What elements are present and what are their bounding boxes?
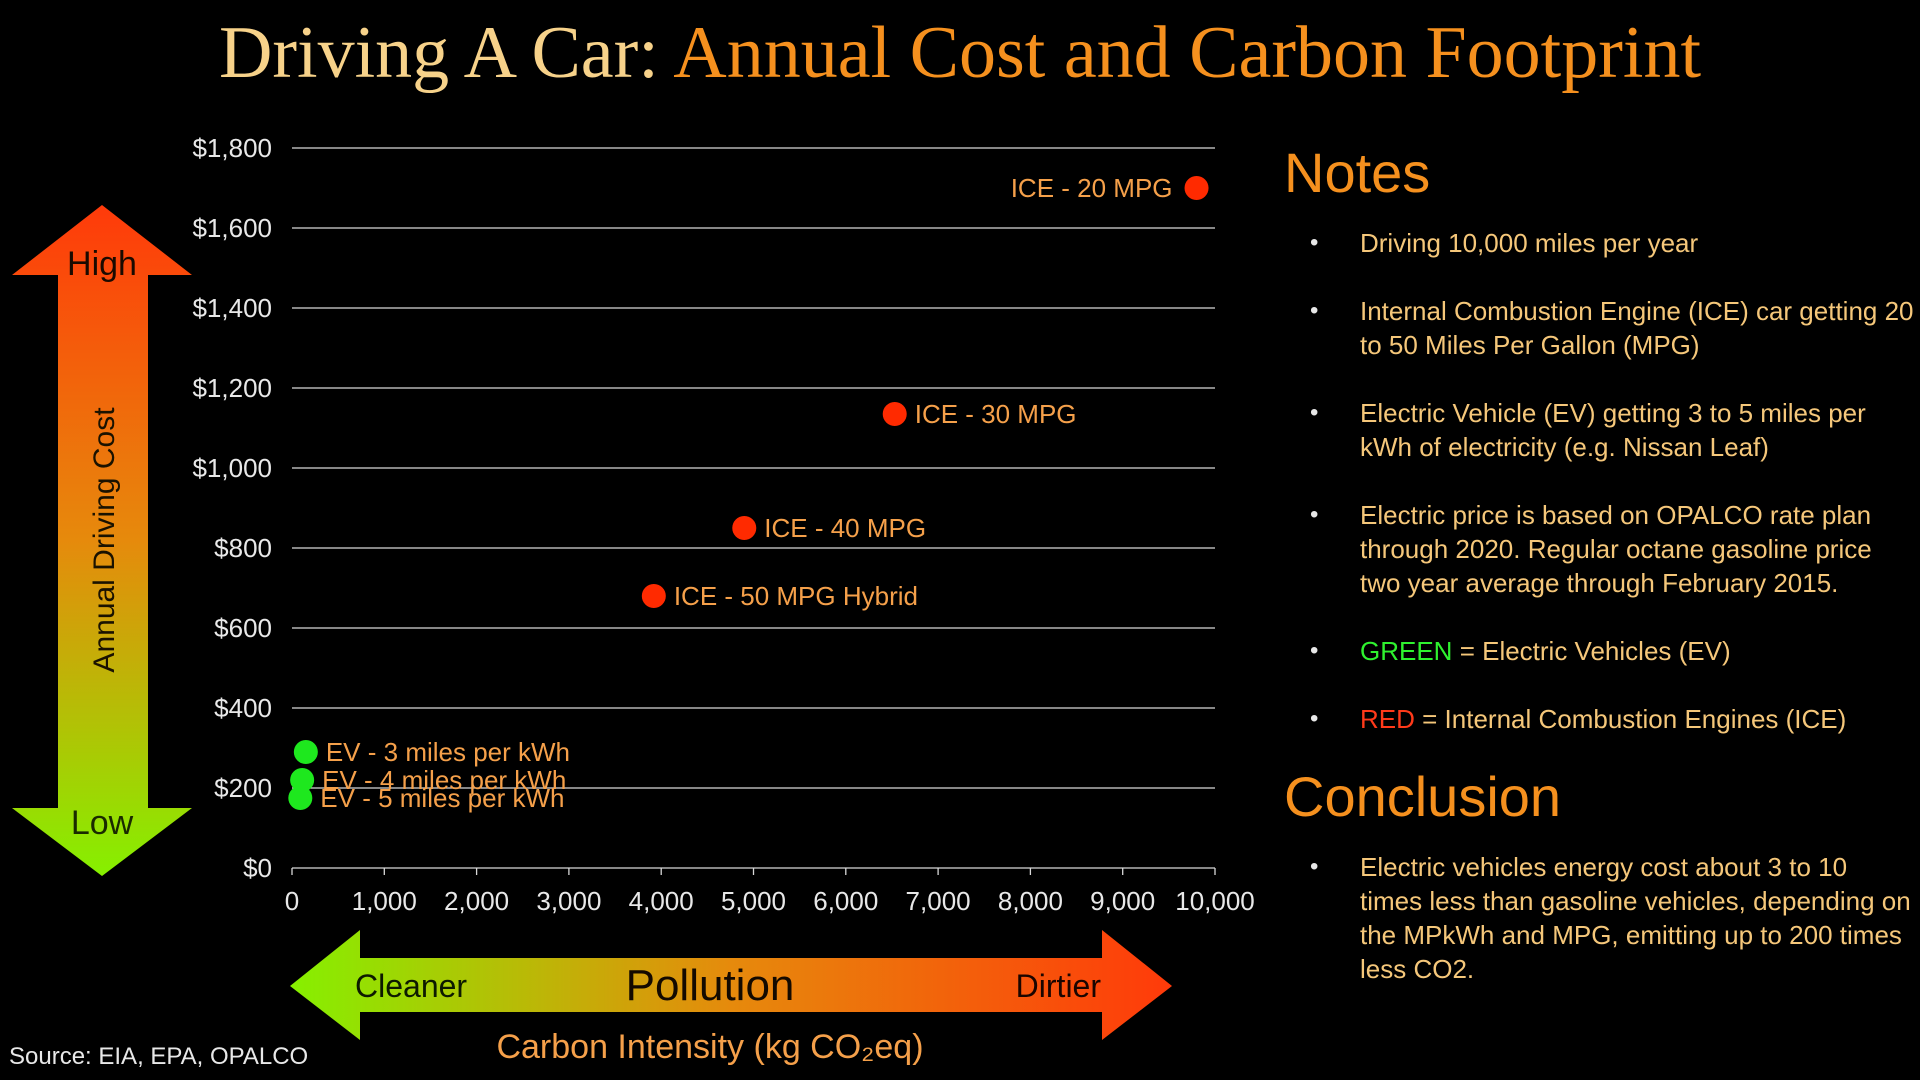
y-tick-label: $200 bbox=[214, 773, 272, 803]
title-part-2: Annual Cost and Carbon Footprint bbox=[673, 12, 1702, 94]
note-item: • Internal Combustion Engine (ICE) car g… bbox=[1284, 294, 1914, 362]
notes-list: • Driving 10,000 miles per year • Intern… bbox=[1284, 226, 1914, 736]
pollution-arrow: Cleaner Pollution Dirtier bbox=[290, 930, 1172, 1040]
conclusion-list: • Electric vehicles energy cost about 3 … bbox=[1284, 850, 1914, 986]
x-axis-label: Carbon Intensity (kg CO₂eq) bbox=[496, 1028, 923, 1066]
pollution-arrow-center: Pollution bbox=[626, 961, 795, 1010]
data-points: ICE - 20 MPG ICE - 30 MPG ICE - 40 MPG ICE … bbox=[288, 173, 1209, 813]
note-item: • Electric price is based on OPALCO rate… bbox=[1284, 498, 1914, 600]
conclusion-heading: Conclusion bbox=[1284, 765, 1562, 828]
data-point-ice bbox=[732, 516, 757, 540]
title-part-1: Driving A Car: bbox=[218, 12, 659, 94]
data-point-ev bbox=[293, 740, 318, 764]
bullet-icon: • bbox=[1310, 297, 1319, 324]
note-text: = Electric Vehicles (EV) bbox=[1452, 636, 1731, 666]
note-keyword-red: RED bbox=[1360, 704, 1415, 734]
x-tick-label: 9,000 bbox=[1090, 886, 1155, 916]
notes-heading: Notes bbox=[1284, 141, 1431, 204]
data-point-label: ICE - 30 MPG bbox=[915, 399, 1077, 429]
pollution-arrow-cleaner: Cleaner bbox=[355, 968, 467, 1004]
x-tick-label: 2,000 bbox=[444, 886, 509, 916]
data-point-label: ICE - 50 MPG Hybrid bbox=[674, 581, 918, 611]
y-tick-label: $1,400 bbox=[192, 293, 272, 323]
x-tick-label: 10,000 bbox=[1175, 886, 1255, 916]
bullet-icon: • bbox=[1310, 229, 1319, 256]
conclusion-text: Electric vehicles energy cost about 3 to… bbox=[1360, 852, 1911, 984]
note-text: Internal Combustion Engine (ICE) car get… bbox=[1360, 296, 1914, 360]
pollution-arrow-dirtier: Dirtier bbox=[1016, 968, 1102, 1004]
x-tick-label: 8,000 bbox=[998, 886, 1063, 916]
x-tick-label: 4,000 bbox=[629, 886, 694, 916]
data-point-ice bbox=[882, 402, 907, 426]
bullet-icon: • bbox=[1310, 853, 1319, 880]
y-tick-label: $1,200 bbox=[192, 373, 272, 403]
x-tick-label: 0 bbox=[285, 886, 299, 916]
note-keyword-green: GREEN bbox=[1360, 636, 1453, 666]
x-tick-label: 6,000 bbox=[813, 886, 878, 916]
y-tick-label: $0 bbox=[243, 853, 272, 883]
conclusion-item: • Electric vehicles energy cost about 3 … bbox=[1284, 850, 1914, 986]
bullet-icon: • bbox=[1310, 501, 1319, 528]
note-text: Electric Vehicle (EV) getting 3 to 5 mil… bbox=[1360, 398, 1866, 462]
pollution-arrow-shape bbox=[290, 930, 1172, 1040]
y-tick-label: $800 bbox=[214, 533, 272, 563]
x-tick-label: 3,000 bbox=[536, 886, 601, 916]
cost-arrow-shape bbox=[12, 205, 192, 876]
note-text: = Internal Combustion Engines (ICE) bbox=[1414, 704, 1847, 734]
x-tick-label: 5,000 bbox=[721, 886, 786, 916]
note-item: • Electric Vehicle (EV) getting 3 to 5 m… bbox=[1284, 396, 1914, 464]
y-axis-label: Annual Driving Cost bbox=[88, 407, 121, 673]
data-point-ice bbox=[641, 584, 666, 608]
gridlines bbox=[291, 147, 1216, 875]
data-point-ev bbox=[290, 768, 315, 792]
data-point-label: EV - 3 miles per kWh bbox=[326, 737, 570, 767]
note-item: • RED = Internal Combustion Engines (ICE… bbox=[1284, 702, 1914, 736]
y-tick-label: $1,800 bbox=[192, 133, 272, 163]
source-note: Source: EIA, EPA, OPALCO bbox=[9, 1043, 309, 1070]
y-tick-label: $1,000 bbox=[192, 453, 272, 483]
data-point-label: EV - 5 miles per kWh bbox=[320, 783, 564, 813]
data-point-ev bbox=[288, 786, 313, 810]
x-tick-label: 7,000 bbox=[906, 886, 971, 916]
data-point-label: EV - 4 miles per kWh bbox=[322, 765, 566, 795]
y-tick-label: $400 bbox=[214, 693, 272, 723]
y-tick-labels: $0 $200 $400 $600 $800 $1,000 $1,200 $1,400 $1,6… bbox=[192, 133, 272, 883]
data-point-label: ICE - 40 MPG bbox=[764, 513, 926, 543]
note-item: • Driving 10,000 miles per year bbox=[1284, 226, 1914, 260]
x-tick-labels: 0 1,000 2,000 3,000 4,000 5,000 6,000 7,000 8,00… bbox=[285, 886, 1255, 916]
note-text: Driving 10,000 miles per year bbox=[1360, 228, 1699, 258]
x-tick-label: 1,000 bbox=[352, 886, 417, 916]
notes-panel: Notes • Driving 10,000 miles per year • … bbox=[1284, 138, 1914, 986]
cost-arrow-high: High bbox=[67, 245, 137, 283]
cost-arrow-low: Low bbox=[71, 804, 134, 842]
y-tick-label: $1,600 bbox=[192, 213, 272, 243]
note-item: • GREEN = Electric Vehicles (EV) bbox=[1284, 634, 1914, 668]
data-point-label: ICE - 20 MPG bbox=[1011, 173, 1173, 203]
bullet-icon: • bbox=[1310, 637, 1319, 664]
cost-arrow: High Low Annual Driving Cost bbox=[12, 205, 192, 876]
data-point-ice bbox=[1184, 176, 1209, 200]
bullet-icon: • bbox=[1310, 399, 1319, 426]
note-text: Electric price is based on OPALCO rate p… bbox=[1360, 500, 1872, 598]
y-tick-label: $600 bbox=[214, 613, 272, 643]
bullet-icon: • bbox=[1310, 705, 1319, 732]
page-title: Driving A Car: Annual Cost and Carbon Fo… bbox=[0, 8, 1920, 98]
